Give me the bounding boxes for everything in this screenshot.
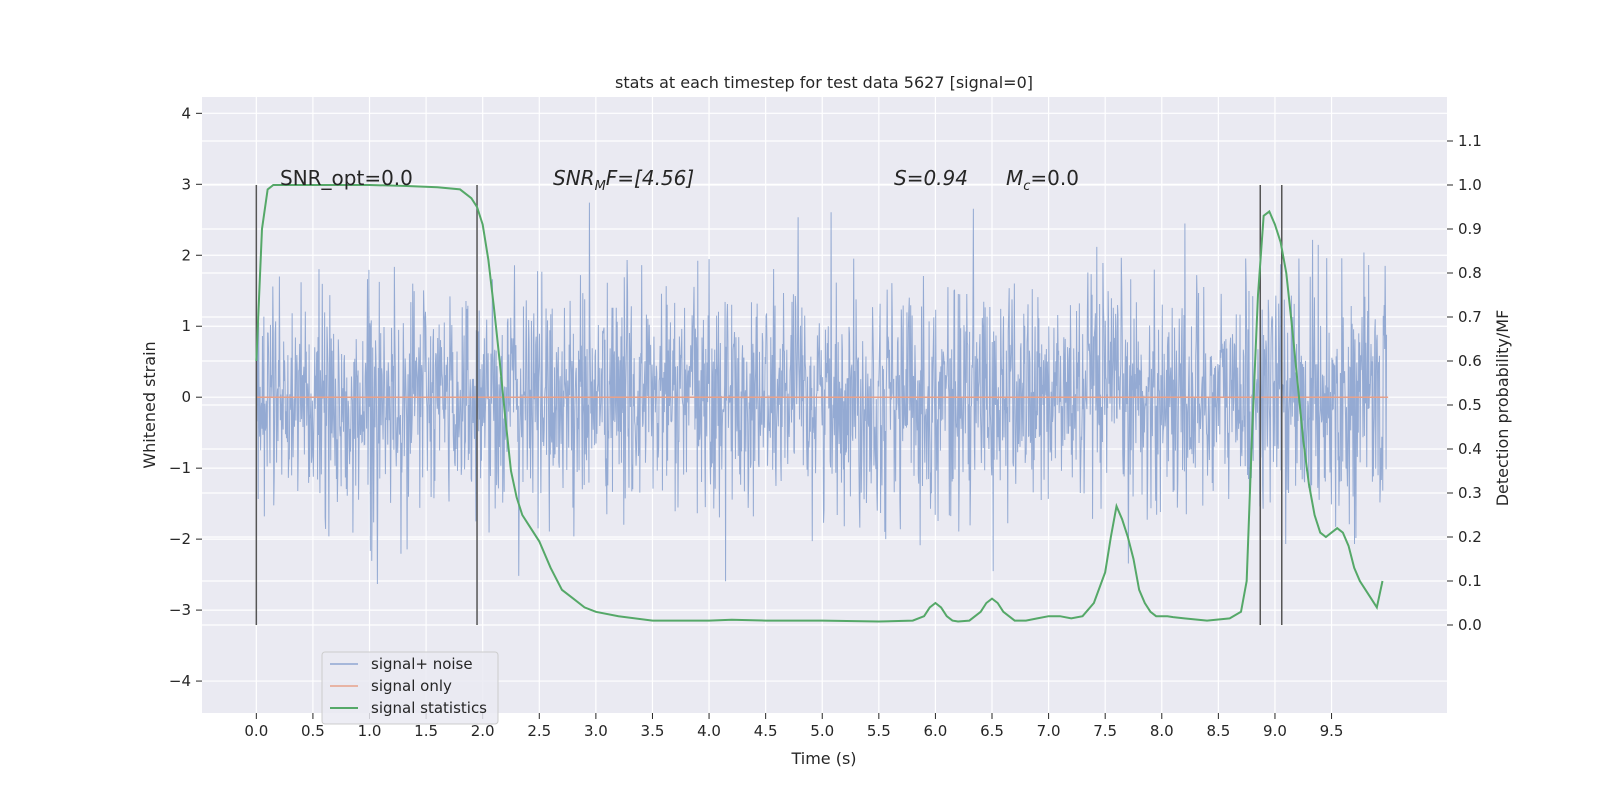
signal-statistics-line: [255, 184, 1384, 623]
legend-box: [321, 651, 499, 725]
x-tick-label: 7.0: [1037, 722, 1061, 740]
y-right-tick-label: 0.6: [1458, 352, 1482, 370]
x-tick-label: 0.0: [244, 722, 268, 740]
annotation-s: S=0.94: [894, 166, 968, 190]
y-right-tick-label: 0.5: [1458, 396, 1482, 414]
y-left-tick-label: −1: [169, 459, 191, 477]
x-tick-label: 0.5: [301, 722, 325, 740]
y-left-tick-label: 1: [181, 317, 191, 335]
y-right-tick-label: 1.0: [1458, 176, 1482, 194]
x-tick-label: 8.5: [1206, 722, 1230, 740]
legend-label-stats: signal statistics: [371, 699, 487, 717]
noise-series: [255, 202, 1388, 585]
legend-label-signal: signal only: [371, 677, 452, 695]
y-right-tick-label: 1.1: [1458, 132, 1482, 150]
x-tick-label: 8.0: [1150, 722, 1174, 740]
x-tick-label: 9.5: [1320, 722, 1344, 740]
y-axis-left-title: Whitened strain: [140, 341, 159, 468]
y-right-tick-label: 0.7: [1458, 308, 1482, 326]
legend-label-noise: signal+ noise: [371, 655, 473, 673]
x-tick-label: 5.5: [867, 722, 891, 740]
x-tick-label: 3.5: [641, 722, 665, 740]
y-left-tick-label: 4: [181, 104, 191, 122]
y-left-tick-label: 0: [181, 388, 191, 406]
y-right-tick-label: 0.4: [1458, 440, 1482, 458]
annotation-snr-mf: SNRMF=[4.56]: [553, 166, 694, 194]
x-tick-label: 6.5: [980, 722, 1004, 740]
y-left-tick-label: −4: [169, 672, 191, 690]
x-tick-label: 3.0: [584, 722, 608, 740]
y-left-tick-label: 3: [181, 175, 191, 193]
y-axis-right-ticks: 1.1 1.0 0.9 0.8 0.7 0.6 0.5 0.4 0.3 0.2 0.1 0.0: [1447, 132, 1482, 634]
y-axis-right-title: Detection probability/MF: [1493, 310, 1512, 507]
y-right-tick-label: 0.9: [1458, 220, 1482, 238]
y-right-tick-label: 0.1: [1458, 572, 1482, 590]
annotation-snr-opt: SNR_opt=0.0: [280, 166, 413, 190]
y-left-tick-label: −3: [169, 601, 191, 619]
y-right-tick-label: 0.0: [1458, 616, 1482, 634]
y-right-tick-label: 0.8: [1458, 264, 1482, 282]
y-right-tick-label: 0.2: [1458, 528, 1482, 546]
x-tick-label: 6.0: [923, 722, 947, 740]
signal-plus-noise-line: [255, 202, 1388, 585]
stats-series: [255, 184, 1384, 623]
y-left-tick-label: 2: [181, 246, 191, 264]
x-tick-label: 5.0: [810, 722, 834, 740]
y-left-tick-label: −2: [169, 530, 191, 548]
legend: signal+ noise signal only signal statist…: [321, 651, 499, 725]
x-tick-label: 4.0: [697, 722, 721, 740]
annotation-mc: Mc=0.0: [1006, 166, 1079, 194]
x-tick-label: 2.0: [471, 722, 495, 740]
y-right-tick-label: 0.3: [1458, 484, 1482, 502]
x-tick-label: 1.5: [414, 722, 438, 740]
chart-title: stats at each timestep for test data 562…: [615, 73, 1033, 92]
x-tick-label: 2.5: [527, 722, 551, 740]
x-tick-label: 9.0: [1263, 722, 1287, 740]
x-tick-label: 1.0: [358, 722, 382, 740]
x-axis-ticks: 0.0 0.5 1.0 1.5 2.0 2.5 3.0 3.5 4.0 4.5 5.0 5.5 6.0 6…: [244, 713, 1343, 740]
x-tick-label: 7.5: [1093, 722, 1117, 740]
x-axis-title: Time (s): [790, 749, 856, 768]
y-axis-left-ticks: 4 3 2 1 0 −1 −2 −3 −4: [169, 104, 202, 690]
x-tick-label: 4.5: [754, 722, 778, 740]
